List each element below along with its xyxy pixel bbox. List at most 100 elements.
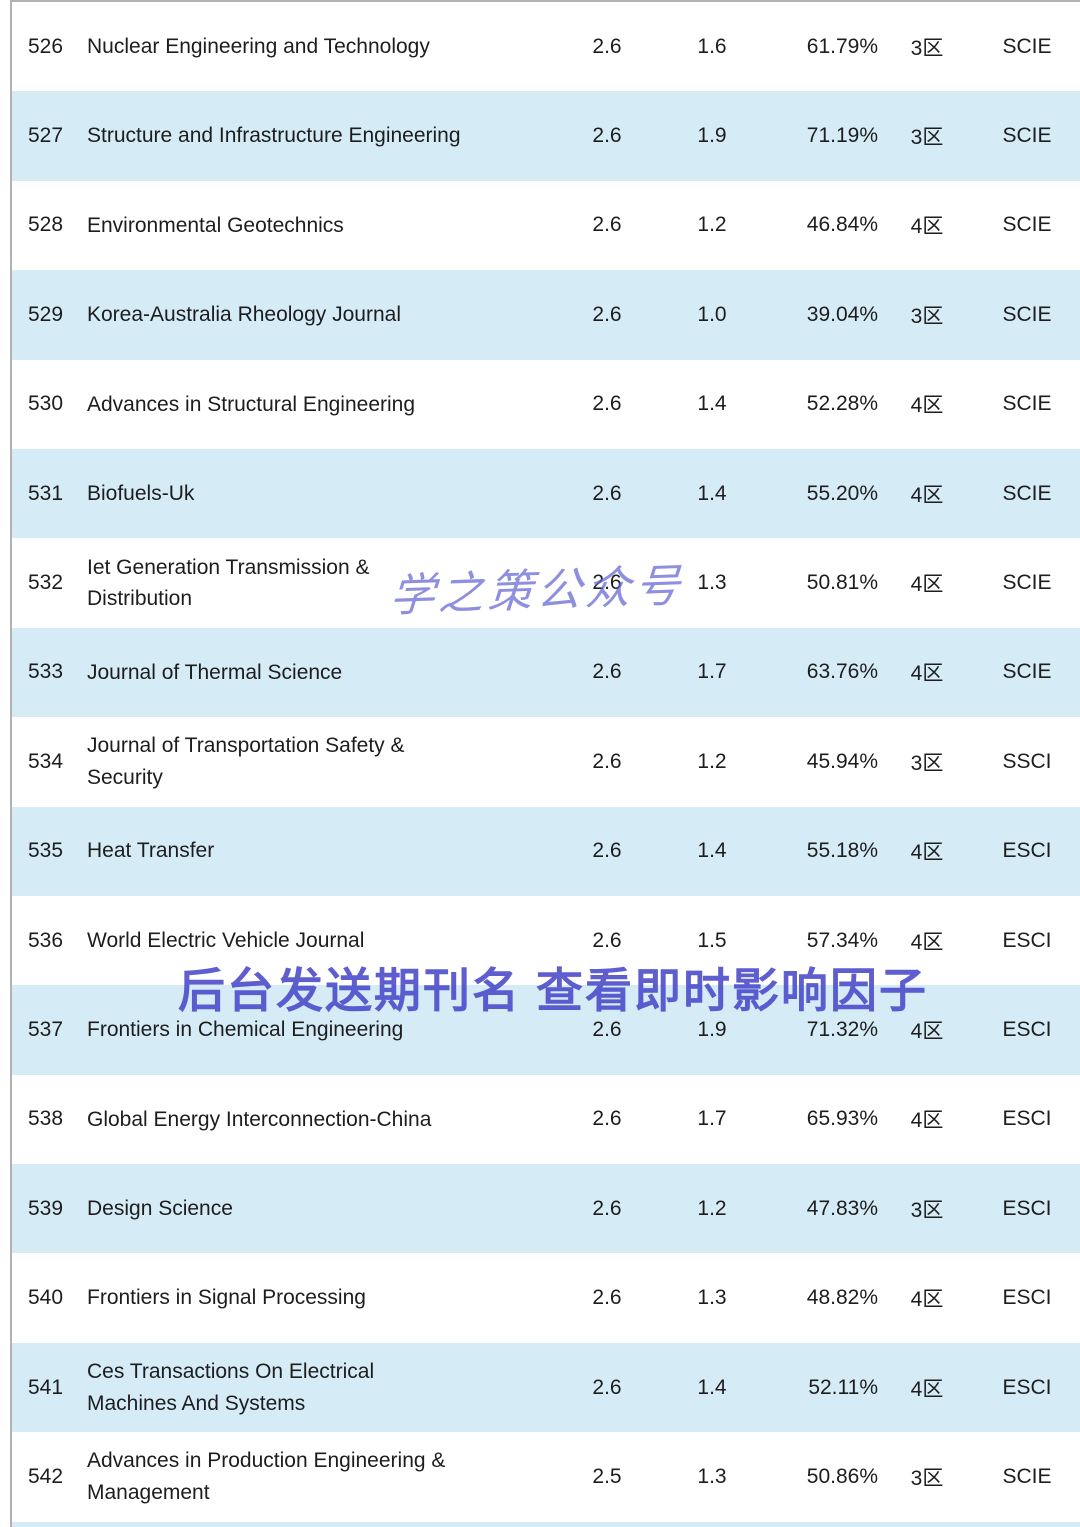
percentile: 46.84% (806, 213, 878, 237)
impact-factor: 2.6 (592, 124, 622, 148)
journal-row: 535 Heat Transfer 2.6 1.4 55.18% 4区 ESCI (12, 806, 1080, 896)
percentile: 50.86% (806, 1464, 878, 1488)
secondary-metric: 1.7 (697, 1107, 727, 1131)
jcr-zone: 4区 (910, 573, 944, 597)
rank-number: 535 (28, 839, 64, 863)
percentile: 55.18% (806, 839, 878, 863)
percentile: 55.20% (806, 481, 878, 505)
rank-number: 538 (28, 1107, 64, 1131)
index-type: ESCI (1002, 1286, 1052, 1310)
journal-row: 528 Environmental Geotechnics 2.6 1.2 46… (12, 180, 1080, 271)
journal-row: 526 Nuclear Engineering and Technology 2… (12, 2, 1080, 92)
impact-factor: 2.6 (592, 660, 622, 684)
journal-name: Korea-Australia Rheology Journal (87, 303, 402, 327)
index-type: SCIE (1002, 1464, 1052, 1488)
percentile: 57.34% (806, 928, 878, 952)
index-type: SCIE (1002, 124, 1052, 148)
percentile: 52.28% (806, 392, 878, 416)
journal-row: 527 Structure and Infrastructure Enginee… (12, 91, 1080, 181)
journal-name: Ces Transactions On Electrical Machines … (87, 1360, 375, 1415)
rank-number: 529 (28, 302, 64, 326)
percentile: 65.93% (806, 1107, 878, 1131)
impact-factor: 2.6 (592, 392, 622, 416)
journal-row: 537 Frontiers in Chemical Engineering 2.… (12, 985, 1080, 1075)
rank-number: 539 (28, 1196, 64, 1220)
journal-row: 539 Design Science 2.6 1.2 47.83% 3区 ESC… (12, 1164, 1080, 1254)
secondary-metric: 1.9 (697, 124, 727, 148)
impact-factor: 2.6 (592, 1196, 622, 1220)
jcr-zone: 3区 (910, 751, 944, 775)
journal-name: Advances in Production Engineering & Man… (87, 1449, 446, 1504)
index-type: ESCI (1002, 1017, 1052, 1041)
jcr-zone: 4区 (910, 483, 944, 507)
jcr-zone: 4区 (910, 1109, 944, 1133)
percentile: 63.76% (806, 660, 878, 684)
rank-number: 530 (28, 392, 64, 416)
impact-factor: 2.6 (592, 302, 622, 326)
index-type: SCIE (1002, 213, 1052, 237)
secondary-metric: 1.6 (697, 34, 727, 58)
jcr-zone: 3区 (910, 1198, 944, 1222)
jcr-zone: 3区 (910, 1466, 944, 1490)
impact-factor: 2.5 (592, 1464, 622, 1488)
jcr-zone: 4区 (910, 841, 944, 865)
jcr-zone: 3区 (910, 126, 944, 150)
journal-name: Nuclear Engineering and Technology (87, 34, 430, 58)
impact-factor: 2.6 (592, 1286, 622, 1310)
jcr-zone: 3区 (910, 36, 944, 60)
journal-name: Environmental Geotechnics (87, 213, 344, 237)
impact-factor: 2.6 (592, 839, 622, 863)
journal-row: 533 Journal of Thermal Science 2.6 1.7 6… (12, 627, 1080, 718)
index-type: ESCI (1002, 839, 1052, 863)
secondary-metric: 1.4 (697, 392, 727, 416)
index-type: SCIE (1002, 660, 1052, 684)
journal-row: 529 Korea-Australia Rheology Journal 2.6… (12, 270, 1080, 360)
secondary-metric: 1.3 (697, 571, 727, 595)
index-type: SCIE (1002, 34, 1052, 58)
secondary-metric: 1.5 (697, 928, 727, 952)
secondary-metric: 1.0 (697, 302, 727, 326)
journal-name: Structure and Infrastructure Engineering (87, 124, 461, 148)
percentile: 71.32% (806, 1017, 878, 1041)
secondary-metric: 1.4 (697, 1375, 727, 1399)
jcr-zone: 4区 (910, 1377, 944, 1401)
rank-number: 541 (28, 1375, 64, 1399)
journal-row: 538 Global Energy Interconnection-China … (12, 1074, 1080, 1165)
journal-name: Global Energy Interconnection-China (87, 1107, 432, 1131)
journal-name: Advances in Structural Engineering (87, 392, 416, 416)
index-type: ESCI (1002, 1375, 1052, 1399)
journal-table: 526 Nuclear Engineering and Technology 2… (10, 0, 1080, 1527)
percentile: 48.82% (806, 1286, 878, 1310)
percentile: 71.19% (806, 124, 878, 148)
journal-row: 530 Advances in Structural Engineering 2… (12, 359, 1080, 449)
journal-name: Biofuels-Uk (87, 481, 195, 505)
rank-number: 537 (28, 1017, 64, 1041)
journal-row: 536 World Electric Vehicle Journal 2.6 1… (12, 895, 1080, 986)
impact-factor: 2.6 (592, 571, 622, 595)
journal-row: 531 Biofuels-Uk 2.6 1.4 55.20% 4区 SCIE (12, 448, 1080, 539)
journal-name: Frontiers in Signal Processing (87, 1286, 366, 1310)
journal-row: 541 Ces Transactions On Electrical Machi… (12, 1342, 1080, 1433)
impact-factor: 2.6 (592, 1375, 622, 1399)
secondary-metric: 1.3 (697, 1286, 727, 1310)
jcr-zone: 4区 (910, 1019, 944, 1043)
index-type: SSCI (1002, 749, 1052, 773)
journal-row: 532 Iet Generation Transmission & Distri… (12, 538, 1080, 628)
jcr-zone: 4区 (910, 930, 944, 954)
secondary-metric: 1.2 (697, 213, 727, 237)
percentile: 52.11% (808, 1375, 878, 1399)
journal-name: Frontiers in Chemical Engineering (87, 1018, 404, 1042)
partial-next-row (12, 1521, 1080, 1527)
jcr-zone: 4区 (910, 215, 944, 239)
journal-name: Iet Generation Transmission & Distributi… (87, 555, 370, 611)
percentile: 39.04% (806, 302, 878, 326)
jcr-zone: 4区 (910, 662, 944, 686)
journal-name: World Electric Vehicle Journal (87, 928, 365, 952)
rank-number: 532 (28, 571, 64, 595)
rank-number: 528 (28, 213, 64, 237)
secondary-metric: 1.2 (697, 1196, 727, 1220)
index-type: SCIE (1002, 481, 1052, 505)
impact-factor: 2.6 (592, 34, 622, 58)
secondary-metric: 1.2 (697, 749, 727, 773)
index-type: SCIE (1002, 302, 1052, 326)
